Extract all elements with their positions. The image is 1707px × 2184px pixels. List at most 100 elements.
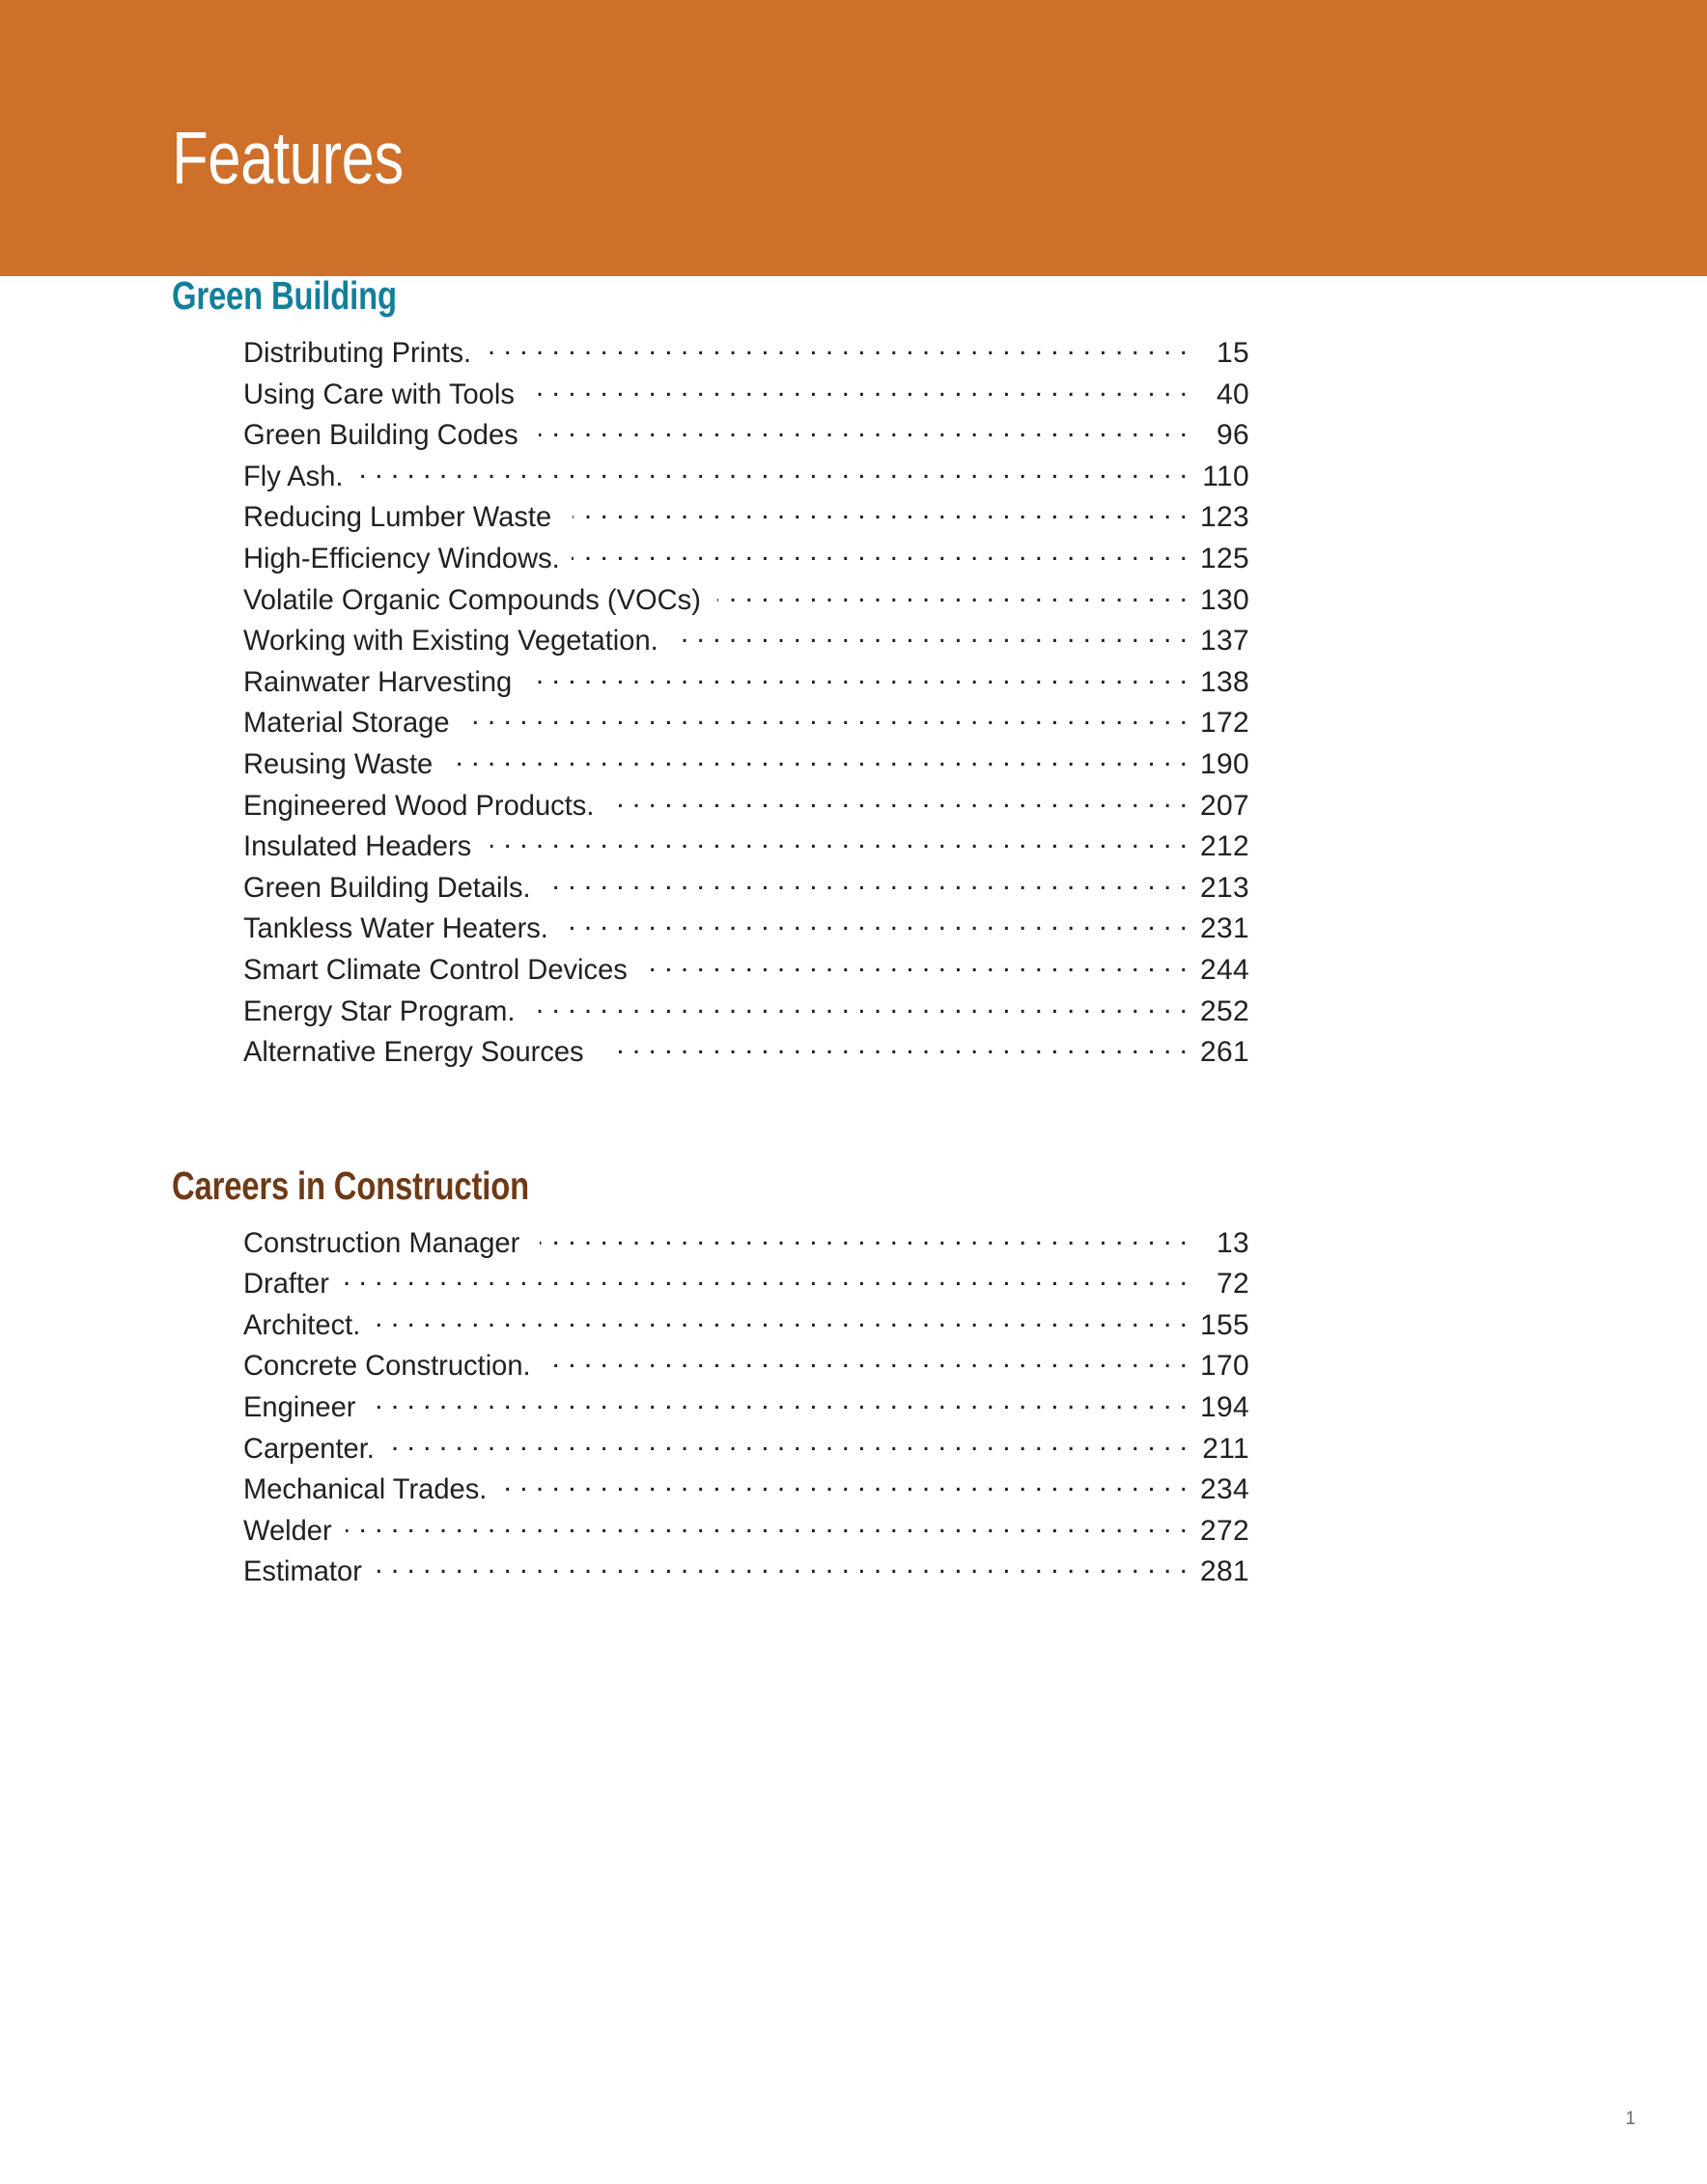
toc-entry[interactable]: Volatile Organic Compounds (VOCs) 130 — [243, 580, 1249, 622]
toc-entry[interactable]: Welder 272 — [243, 1511, 1249, 1553]
toc-entry-label: Mechanical Trades. — [243, 1473, 488, 1506]
toc-entry-label: Estimator — [243, 1555, 362, 1588]
toc-entry[interactable]: Green Building Codes 96 — [243, 415, 1249, 457]
toc-entry-page-number: 15 — [1217, 337, 1249, 369]
dot-leader — [572, 539, 1188, 568]
toc-entry-page-number: 281 — [1200, 1555, 1249, 1588]
dot-leader — [349, 457, 1188, 486]
toc-entry[interactable]: Fly Ash. 110 — [243, 457, 1249, 498]
toc-entry[interactable]: Carpenter. 211 — [243, 1429, 1249, 1470]
page-title: Features — [172, 117, 404, 200]
toc-entry[interactable]: Green Building Details. 213 — [243, 868, 1249, 910]
toc-entry-label: Distributing Prints. — [243, 337, 472, 369]
dot-leader — [673, 621, 1188, 650]
toc-entry-label: Using Care with Tools — [243, 378, 515, 410]
toc-entry-page-number: 190 — [1200, 747, 1249, 780]
dot-leader — [490, 826, 1189, 855]
dot-leader — [573, 497, 1188, 526]
toc-entry[interactable]: Architect. 155 — [243, 1305, 1249, 1347]
toc-entry-label: Material Storage — [243, 707, 450, 740]
section-spacer — [0, 1074, 1707, 1166]
toc-entry-page-number: 170 — [1200, 1350, 1249, 1383]
toc-entry-label: Architect. — [243, 1308, 361, 1341]
dot-leader — [651, 950, 1188, 979]
toc-entry[interactable]: Engineered Wood Products. 207 — [243, 786, 1249, 827]
toc-entry-page-number: 234 — [1200, 1473, 1249, 1506]
toc-entry-label: High-Efficiency Windows. — [243, 542, 560, 574]
footer-page-number: 1 — [1625, 2109, 1636, 2129]
toc-entry[interactable]: Drafter 72 — [243, 1264, 1249, 1305]
toc-entry[interactable]: Reducing Lumber Waste 123 — [243, 497, 1249, 539]
toc-entry-label: Reducing Lumber Waste — [243, 501, 552, 534]
toc-entry-page-number: 261 — [1200, 1036, 1249, 1069]
dot-leader — [717, 580, 1188, 609]
toc-entry[interactable]: Material Storage 172 — [243, 703, 1249, 744]
toc-entry-page-number: 13 — [1217, 1226, 1249, 1259]
toc-entry-label: Alternative Energy Sources — [243, 1036, 584, 1069]
page-banner: Features — [0, 0, 1707, 276]
toc-entry-page-number: 213 — [1200, 871, 1249, 904]
dot-leader — [532, 662, 1188, 691]
toc-entry[interactable]: Concrete Construction. 170 — [243, 1346, 1249, 1387]
toc-entry[interactable]: Alternative Energy Sources 261 — [243, 1032, 1249, 1074]
dot-leader — [607, 786, 1188, 815]
toc-sections: Green Building Distributing Prints. 15 Usin… — [0, 276, 1707, 1593]
dot-leader — [450, 744, 1188, 773]
section-heading: Careers in Construction — [172, 1162, 529, 1208]
dot-leader — [539, 415, 1188, 444]
toc-entry-page-number: 231 — [1200, 912, 1249, 945]
toc-entry[interactable]: Engineer 194 — [243, 1387, 1249, 1429]
toc-entry-label: Volatile Organic Compounds (VOCs) — [243, 583, 701, 616]
toc-entry-label: Green Building Details. — [243, 871, 531, 904]
dot-leader — [542, 1346, 1188, 1375]
toc-entry[interactable]: Insulated Headers 212 — [243, 826, 1249, 868]
toc-entry[interactable]: Smart Climate Control Devices 244 — [243, 950, 1249, 992]
toc-entry[interactable]: Working with Existing Vegetation. 137 — [243, 621, 1249, 662]
toc-entry-page-number: 137 — [1200, 625, 1249, 658]
toc-entry-label: Insulated Headers — [243, 830, 472, 863]
toc-entry-label: Fly Ash. — [243, 460, 344, 492]
toc-entry-page-number: 155 — [1200, 1308, 1249, 1341]
dot-leader — [346, 1511, 1188, 1540]
toc-entry-label: Tankless Water Heaters. — [243, 912, 548, 945]
toc-entry-page-number: 138 — [1200, 665, 1249, 698]
toc-entry-label: Carpenter. — [243, 1432, 375, 1465]
section-heading: Green Building — [172, 273, 397, 318]
dot-leader — [535, 375, 1188, 404]
toc-entry-label: Reusing Waste — [243, 747, 434, 780]
toc-entry[interactable]: Using Care with Tools 40 — [243, 375, 1249, 416]
dot-leader — [525, 992, 1188, 1021]
toc-entry-label: Engineer — [243, 1391, 356, 1424]
toc-entry[interactable]: Mechanical Trades. 234 — [243, 1470, 1249, 1511]
toc-entry[interactable]: Energy Star Program. 252 — [243, 992, 1249, 1033]
toc-entry-label: Engineered Wood Products. — [243, 789, 595, 822]
toc-entry-page-number: 123 — [1200, 501, 1249, 534]
toc-entry-page-number: 194 — [1200, 1391, 1249, 1424]
dot-leader — [366, 1305, 1188, 1334]
toc-entry-label: Energy Star Program. — [243, 994, 516, 1027]
toc-entry[interactable]: Reusing Waste 190 — [243, 744, 1249, 786]
dot-leader — [380, 1429, 1188, 1458]
dot-leader — [542, 868, 1188, 897]
dot-leader — [540, 1223, 1188, 1252]
toc-entry[interactable]: Rainwater Harvesting 138 — [243, 662, 1249, 704]
toc-entry-page-number: 244 — [1200, 953, 1249, 986]
toc-entry-label: Green Building Codes — [243, 419, 518, 452]
toc-entry[interactable]: Distributing Prints. 15 — [243, 333, 1249, 375]
dot-leader — [378, 1552, 1188, 1581]
toc-entry[interactable]: Construction Manager 13 — [243, 1223, 1249, 1265]
toc-entry-page-number: 252 — [1200, 994, 1249, 1027]
dot-leader — [496, 1470, 1188, 1498]
toc-entry-page-number: 272 — [1200, 1514, 1249, 1547]
dot-leader — [371, 1387, 1188, 1416]
dot-leader — [344, 1264, 1188, 1293]
toc-entry-list: Distributing Prints. 15 Using Care with To… — [243, 333, 1249, 1074]
toc-entry[interactable]: High-Efficiency Windows. 125 — [243, 539, 1249, 580]
toc-entry-label: Welder — [243, 1514, 332, 1547]
toc-entry[interactable]: Estimator 281 — [243, 1552, 1249, 1593]
toc-entry-list: Construction Manager 13 Drafter 72 Architect… — [243, 1223, 1249, 1593]
dot-leader — [606, 1032, 1188, 1061]
toc-content: Green Building Distributing Prints. 15 Usin… — [0, 276, 1707, 1593]
toc-entry[interactable]: Tankless Water Heaters. 231 — [243, 909, 1249, 950]
